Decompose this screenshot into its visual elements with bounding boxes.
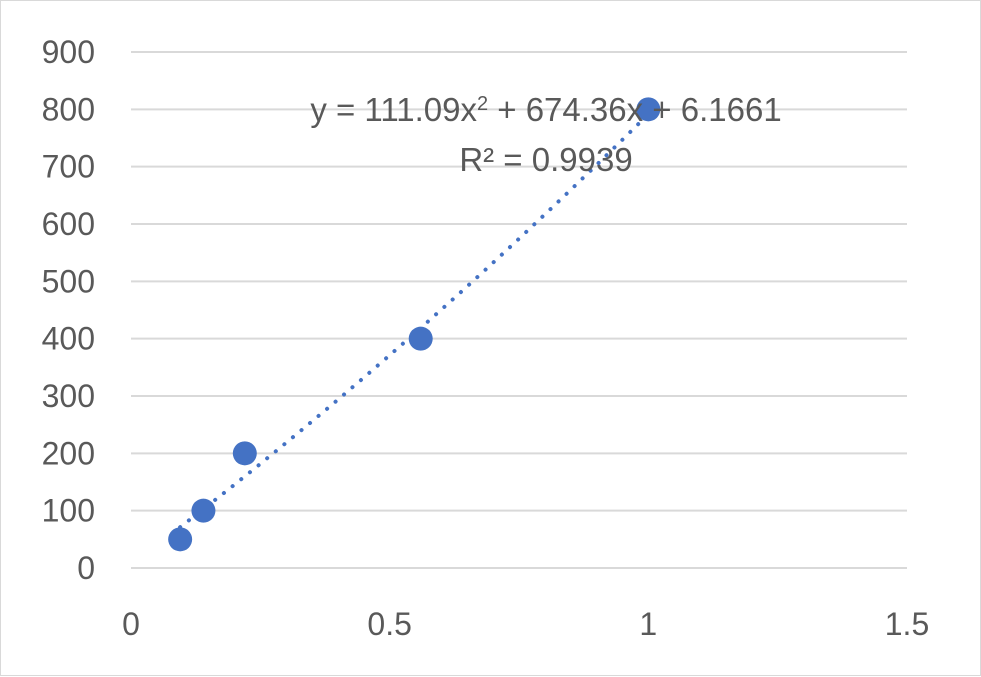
x-tick-label: 1 [639,606,657,642]
x-axis-tick-labels: 0 0.5 1 1.5 [122,606,929,642]
x-tick-label: 0 [122,606,140,642]
data-point [168,527,193,552]
y-tick-label: 100 [42,493,95,529]
equation-prefix: y = 111.09x [310,91,477,128]
y-tick-label: 400 [42,321,95,357]
data-point [191,498,216,523]
y-axis-tick-labels: 0 100 200 300 400 500 600 700 800 900 [42,34,95,586]
data-point [408,326,433,351]
x-tick-label: 0.5 [367,606,411,642]
data-point [232,441,257,466]
y-tick-label: 300 [42,378,95,414]
y-tick-label: 200 [42,435,95,471]
gridlines [131,51,907,569]
y-tick-label: 0 [77,550,95,586]
data-points [168,97,661,552]
y-tick-label: 500 [42,263,95,299]
y-tick-label: 800 [42,91,95,127]
x-tick-label: 1.5 [885,606,929,642]
trendline-curve [178,112,651,530]
r-squared-label: R² = 0.9939 [459,141,632,178]
y-tick-label: 600 [42,206,95,242]
y-tick-label: 900 [42,34,95,70]
equation-suffix: + 674.36x + 6.1661 [488,91,782,128]
trendline-equation-label: y = 111.09x2 + 674.36x + 6.1661 R² = 0.9… [310,91,781,178]
trendline [178,112,651,530]
equation-exponent: 2 [477,93,488,115]
equation-text: y = 111.09x2 + 674.36x + 6.1661 [310,91,781,128]
data-point [636,97,661,122]
y-tick-label: 700 [42,149,95,185]
